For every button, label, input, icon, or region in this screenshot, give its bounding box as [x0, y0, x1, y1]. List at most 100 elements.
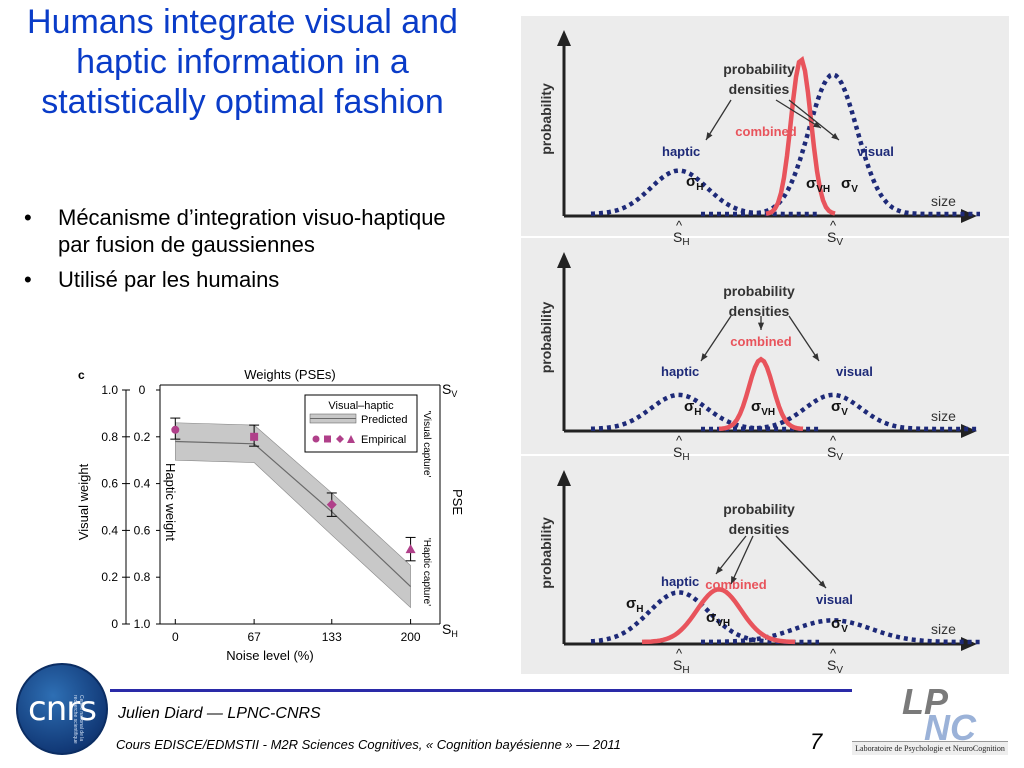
- haptic-density-curve: [590, 590, 819, 645]
- sigma-symbol: σ: [806, 175, 816, 192]
- sigma-subscript: V: [841, 407, 848, 418]
- combined-density-curve: [641, 587, 796, 645]
- annotation-arrow: [775, 535, 827, 589]
- chart-ticks: 0 1.0 0.2 0.8 0.4 0.6 0.6 0.4 0.8 0.2 1.0 0 0 67 133 20…: [101, 383, 421, 644]
- legend-circle-marker: [312, 435, 320, 443]
- sv-symbol: SV: [442, 381, 457, 399]
- s-hat-subscript: H: [682, 665, 689, 676]
- density-heading: densities: [729, 81, 790, 97]
- density-y-label: probability: [538, 302, 554, 374]
- sigma-label: σVH: [706, 609, 730, 629]
- combined-label: combined: [705, 577, 766, 592]
- course-line: Cours EDISCE/EDMSTII - M2R Sciences Cogn…: [116, 737, 621, 752]
- annotation-arrowhead: [716, 566, 723, 574]
- y-tick-label: 0: [111, 617, 118, 631]
- s-hat-label: SV: [827, 657, 843, 676]
- bullet-text: Mécanisme d’integration visuo-haptique p…: [58, 205, 446, 257]
- cnrs-logo-text: cnrs: [28, 689, 97, 729]
- probability-density-panels: probability size probability densities hapti…: [521, 16, 1009, 676]
- visual-label: visual: [857, 144, 894, 159]
- sigma-symbol: σ: [684, 398, 694, 415]
- visual-label: visual: [836, 364, 873, 379]
- sigma-subscript: VH: [761, 407, 775, 418]
- lpnc-letters-nc: NC: [924, 707, 977, 742]
- haptic-label: haptic: [661, 364, 699, 379]
- annotation-arrow: [705, 99, 732, 141]
- sigma-subscript: V: [851, 184, 858, 195]
- density-panel-bg: [521, 16, 1009, 236]
- footer-divider: [110, 689, 855, 692]
- sigma-label: σV: [841, 175, 858, 195]
- s-hat-subscript: V: [836, 665, 843, 676]
- annotation-arrow: [730, 535, 754, 585]
- bullet-item: • Mécanisme d’integration visuo-haptique …: [22, 204, 482, 258]
- x-tick-label: 67: [247, 630, 261, 644]
- y-tick-label: 1.0: [101, 383, 118, 397]
- annotation-arrowhead: [701, 353, 708, 361]
- density-x-label: size: [931, 193, 956, 209]
- sigma-symbol: σ: [831, 398, 841, 415]
- combined-label: combined: [735, 124, 796, 139]
- empirical-point: [405, 544, 416, 554]
- lpnc-letters-lp: LP: [902, 681, 949, 722]
- author-line: Julien Diard — LPNC-CNRS: [118, 705, 321, 722]
- sigma-symbol: σ: [841, 175, 851, 192]
- haptic-tick-label: 1.0: [134, 617, 151, 631]
- sigma-symbol: σ: [686, 173, 696, 190]
- sigma-label: σH: [686, 173, 704, 193]
- combined-density-curve: [765, 55, 836, 216]
- s-hat-caret: ^: [830, 218, 837, 233]
- sigma-subscript: H: [636, 604, 643, 615]
- visual-label: visual: [816, 592, 853, 607]
- s-hat-caret: ^: [676, 218, 683, 233]
- density-heading: densities: [729, 303, 790, 319]
- sigma-subscript: H: [696, 182, 703, 193]
- s-hat-letter: S: [673, 229, 682, 245]
- s-hat-label: SV: [827, 444, 843, 463]
- s-hat-caret: ^: [830, 646, 837, 661]
- haptic-tick-label: 0.4: [134, 477, 151, 491]
- visual-density-curve: [701, 72, 980, 217]
- y-tick-label: 0.2: [101, 570, 118, 584]
- s-hat-label: SV: [827, 229, 843, 248]
- x-tick-label: 200: [401, 630, 421, 644]
- haptic-tick-label: 0.6: [134, 523, 151, 537]
- empirical-markers: [170, 417, 416, 562]
- haptic-capture-annotation: 'Haptic capture': [421, 538, 432, 606]
- weights-chart: c Weights (PSEs) 0 1.00.2 0.80.4 0.60.6 0.40…: [76, 367, 465, 663]
- predicted-line: [175, 440, 412, 587]
- annotation-arrowhead: [706, 132, 713, 140]
- annotation-arrow: [700, 315, 732, 362]
- s-hat-caret: ^: [676, 433, 683, 448]
- haptic-weight-label: Haptic weight: [163, 463, 178, 541]
- density-x-label: size: [931, 621, 956, 637]
- annotation-arrowhead: [831, 133, 839, 140]
- sigma-symbol: σ: [706, 609, 716, 626]
- s-hat-subscript: H: [682, 237, 689, 248]
- visual-capture-annotation: 'Visual capture': [421, 410, 432, 477]
- sigma-subscript: VH: [716, 618, 730, 629]
- s-hat-caret: ^: [676, 646, 683, 661]
- sh-subscript: H: [451, 629, 458, 639]
- s-hat-caret: ^: [830, 433, 837, 448]
- legend-diamond-marker: [336, 435, 344, 443]
- cnrs-logo: cnrs Centre national de la recherche sci…: [16, 663, 108, 755]
- sigma-subscript: VH: [816, 184, 830, 195]
- density-y-arrow: [557, 252, 571, 268]
- empirical-point: [250, 432, 259, 441]
- s-hat-label: SH: [673, 444, 690, 463]
- legend-empirical: Empirical: [361, 434, 406, 446]
- bullet-marker: •: [24, 267, 32, 292]
- s-hat-subscript: V: [836, 237, 843, 248]
- x-tick-label: 0: [172, 630, 179, 644]
- chart-legend: Visual–haptic Predicted Empirical: [304, 394, 418, 453]
- haptic-tick-label: 0.8: [134, 570, 151, 584]
- sh-symbol: SH: [442, 621, 458, 639]
- visual-density-curve: [701, 392, 980, 432]
- s-hat-letter: S: [827, 444, 836, 460]
- haptic-label: haptic: [661, 574, 699, 589]
- bullet-text: Utilisé par les humains: [58, 267, 280, 292]
- s-hat-label: SH: [673, 657, 690, 676]
- density-y-arrow: [557, 30, 571, 46]
- lpnc-logo-mark: LP NC: [902, 681, 977, 748]
